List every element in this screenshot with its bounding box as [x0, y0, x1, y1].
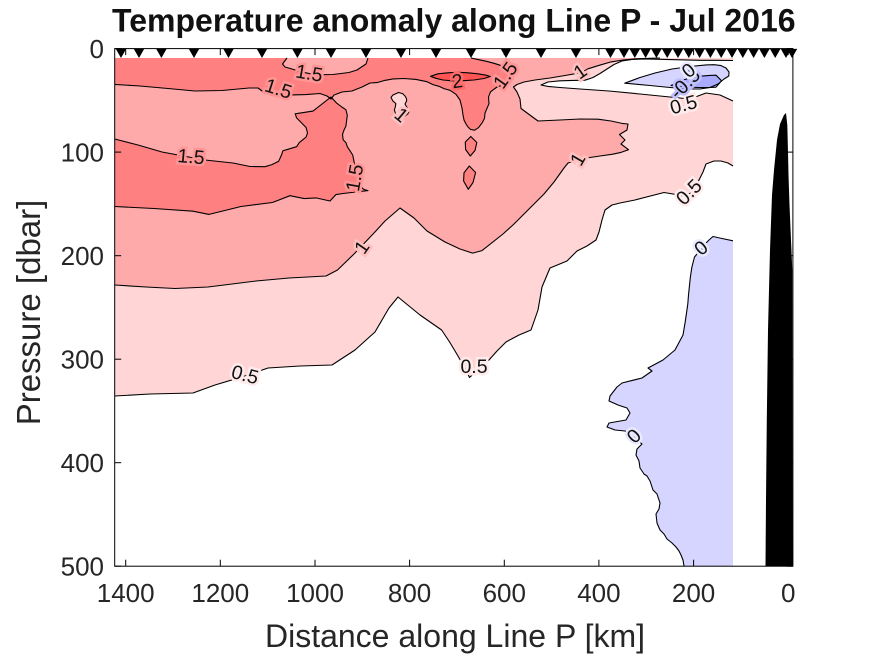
svg-text:1400: 1400 — [97, 578, 155, 608]
svg-text:1.5: 1.5 — [177, 145, 206, 169]
svg-text:Distance along Line P [km]: Distance along Line P [km] — [265, 618, 645, 654]
svg-text:400: 400 — [577, 578, 620, 608]
svg-text:800: 800 — [388, 578, 431, 608]
svg-text:1200: 1200 — [191, 578, 249, 608]
svg-text:0.5: 0.5 — [460, 356, 487, 378]
svg-text:1.5: 1.5 — [294, 60, 325, 86]
svg-text:1000: 1000 — [286, 578, 344, 608]
svg-text:Temperature anomaly along Line: Temperature anomaly along Line P - Jul 2… — [112, 3, 795, 39]
svg-text:0: 0 — [781, 578, 795, 608]
svg-text:500: 500 — [61, 552, 104, 582]
svg-text:200: 200 — [61, 241, 104, 271]
svg-text:300: 300 — [61, 345, 104, 375]
svg-text:600: 600 — [483, 578, 526, 608]
svg-text:Pressure [dbar]: Pressure [dbar] — [10, 200, 47, 426]
svg-text:100: 100 — [61, 137, 104, 167]
svg-text:200: 200 — [672, 578, 715, 608]
svg-text:400: 400 — [61, 448, 104, 478]
svg-text:0: 0 — [90, 34, 104, 64]
svg-text:1.5: 1.5 — [342, 162, 368, 193]
